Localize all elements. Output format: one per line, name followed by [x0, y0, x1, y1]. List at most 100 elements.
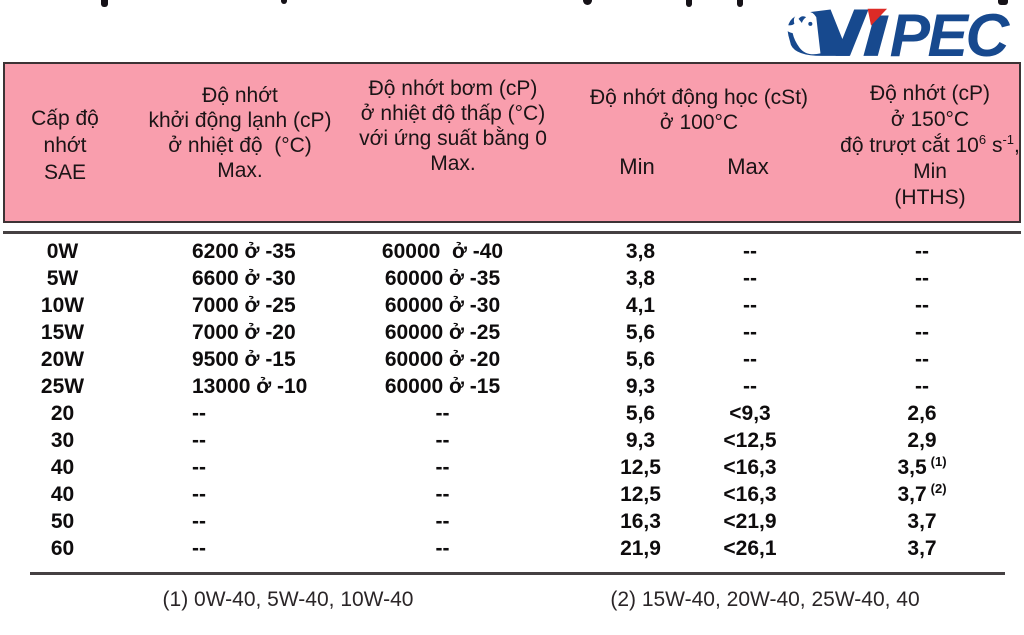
cell-sae-grade: 15W [40, 320, 85, 344]
logo-red-accent [867, 8, 888, 26]
header-separator-line [3, 231, 1021, 234]
footnote-ref: (1) [930, 453, 947, 469]
cell-pumping: -- [435, 536, 450, 560]
cropped-text-artifact [998, 0, 1008, 5]
header-line: Min [913, 160, 947, 183]
cell-kv-min: 3,8 [625, 239, 656, 263]
cell-sae-grade: 60 [50, 536, 75, 560]
header-line: Độ nhớt bơm (cP) [368, 77, 538, 100]
logo-text-pec: PEC [890, 6, 1011, 62]
cell-cold-crank: 7000 ở -25 [192, 293, 296, 317]
cell-cold-crank: 9500 ở -15 [192, 347, 296, 371]
header-hths-viscosity: Độ nhớt (cP) ở 150°C độ trượt cắt 106 s-… [805, 81, 1024, 211]
cell-hths: 3,7 [907, 509, 937, 533]
cell-cold-crank: -- [192, 401, 206, 425]
cell-hths: 2,6 [907, 401, 937, 425]
cell-kv-min: 21,9 [620, 536, 661, 560]
table-header: Cấp độ nhớt SAE Độ nhớt khởi động lạnh (… [3, 62, 1021, 223]
table-row: 25W 13000 ở -10 60000 ở -15 9,3 -- -- [0, 373, 1024, 400]
table-row: 60 -- -- 21,9 <26,1 3,7 [0, 535, 1024, 562]
footer-separator-line [30, 572, 1005, 575]
table-row: 50 -- -- 16,3 <21,9 3,7 [0, 508, 1024, 535]
cell-kv-min: 12,5 [620, 482, 661, 506]
cell-hths: 3,5 (1) [897, 453, 947, 479]
header-line: SAE [43, 161, 87, 184]
cell-hths: -- [915, 347, 929, 371]
header-line: độ trượt cắt 106 s-1, [840, 132, 1020, 157]
header-line: Max. [430, 152, 476, 175]
cell-pumping: 60000 ở -30 [384, 293, 501, 317]
cell-sae-grade: 40 [50, 482, 75, 506]
header-line: ở nhiệt độ (°C) [168, 134, 312, 157]
header-cold-crank-viscosity: Độ nhớt khởi động lạnh (cP) ở nhiệt độ (… [120, 83, 360, 183]
header-line: Cấp độ [31, 107, 99, 130]
header-kinematic-viscosity: Độ nhớt động học (cSt) ở 100°C [564, 85, 834, 135]
cell-pumping: 60000 ở -20 [384, 347, 501, 371]
cell-cold-crank: -- [192, 536, 206, 560]
cell-kv-min: 4,1 [625, 293, 656, 317]
table-row: 40 -- -- 12,5 <16,3 3,5 (1) [0, 454, 1024, 481]
logo-letter-i [863, 15, 889, 56]
cell-sae-grade: 50 [50, 509, 75, 533]
cell-pumping: 60000 ở -25 [384, 320, 501, 344]
cropped-text-artifact [583, 0, 592, 5]
cell-sae-grade: 40 [50, 455, 75, 479]
cell-sae-grade: 10W [40, 293, 85, 317]
header-line: ở nhiệt độ thấp (°C) [360, 102, 546, 125]
header-line: Độ nhớt [202, 84, 278, 107]
cell-kv-max: -- [743, 347, 757, 371]
cell-cold-crank: 6600 ở -30 [192, 266, 296, 290]
table-row: 20W 9500 ở -15 60000 ở -20 5,6 -- -- [0, 346, 1024, 373]
cell-kv-max: <21,9 [723, 509, 777, 533]
table-row: 15W 7000 ở -20 60000 ở -25 5,6 -- -- [0, 319, 1024, 346]
cell-kv-max: <26,1 [723, 536, 777, 560]
cell-kv-max: -- [743, 374, 757, 398]
cell-kv-max: -- [743, 239, 757, 263]
header-line: khởi động lạnh (cP) [148, 109, 332, 132]
rhino-icon [782, 9, 850, 56]
table-row: 30 -- -- 9,3 <12,5 2,9 [0, 427, 1024, 454]
cell-kv-max: <16,3 [723, 482, 777, 506]
header-line: với ứng suất bằng 0 [359, 127, 547, 150]
cell-hths: 2,9 [907, 428, 937, 452]
header-sae-grade: Cấp độ nhớt SAE [5, 105, 125, 186]
footnote-2: (2) 15W-40, 20W-40, 25W-40, 40 [610, 588, 920, 611]
cell-cold-crank: -- [192, 428, 206, 452]
cell-kv-max: -- [743, 293, 757, 317]
cell-kv-min: 9,3 [625, 428, 656, 452]
footnote-1: (1) 0W-40, 5W-40, 10W-40 [162, 588, 414, 611]
cell-cold-crank: 7000 ở -20 [192, 320, 296, 344]
cell-hths: -- [915, 293, 929, 317]
header-line: ở 150°C [890, 108, 970, 131]
cell-pumping: 60000 ở -15 [384, 374, 501, 398]
cell-kv-min: 3,8 [625, 266, 656, 290]
cell-kv-max: <12,5 [723, 428, 777, 452]
cell-kv-max: -- [743, 266, 757, 290]
cell-sae-grade: 20W [40, 347, 85, 371]
cell-sae-grade: 20 [50, 401, 75, 425]
cell-cold-crank: -- [192, 455, 206, 479]
cell-cold-crank: 13000 ở -10 [192, 374, 308, 398]
cell-cold-crank: 6200 ở -35 [192, 239, 296, 263]
footnote-ref: (2) [930, 480, 947, 496]
vipec-logo: PEC [780, 6, 1016, 62]
cell-sae-grade: 25W [40, 374, 85, 398]
cropped-text-artifact [686, 0, 692, 7]
cell-cold-crank: -- [192, 509, 206, 533]
table-row: 40 -- -- 12,5 <16,3 3,7 (2) [0, 481, 1024, 508]
cell-kv-min: 16,3 [620, 509, 661, 533]
cell-cold-crank: -- [192, 482, 206, 506]
header-line: nhớt [43, 134, 87, 157]
cell-pumping: -- [435, 428, 450, 452]
cell-kv-max: <9,3 [729, 401, 771, 425]
cell-sae-grade: 30 [50, 428, 75, 452]
header-line: Độ nhớt (cP) [870, 82, 990, 105]
cell-hths: -- [915, 239, 929, 263]
cell-kv-max: <16,3 [723, 455, 777, 479]
cell-pumping: -- [435, 401, 450, 425]
table-row: 5W 6600 ở -30 60000 ở -35 3,8 -- -- [0, 265, 1024, 292]
cell-pumping: -- [435, 482, 450, 506]
cell-hths: -- [915, 266, 929, 290]
cell-kv-min: 5,6 [625, 320, 656, 344]
cell-kv-min: 12,5 [620, 455, 661, 479]
